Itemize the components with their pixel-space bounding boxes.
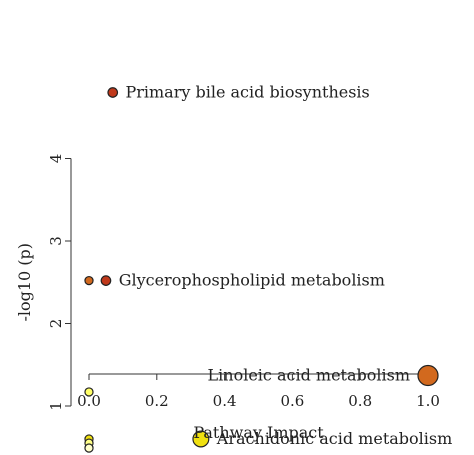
data-point	[100, 275, 112, 286]
y-tick-label: 4	[47, 154, 65, 164]
y-tick-label: 2	[47, 319, 65, 329]
point-label: Glycerophospholipid metabolism	[119, 271, 385, 290]
data-point	[84, 387, 94, 397]
x-tick-label: 0.6	[280, 392, 304, 410]
data-point	[84, 275, 94, 286]
x-axis-title: Pathway Impact	[193, 423, 324, 442]
data-point	[192, 430, 210, 448]
x-tick-label: 1.0	[416, 392, 440, 410]
x-tick-label: 0.8	[348, 392, 372, 410]
y-axis: 1 2 3 4	[47, 154, 72, 411]
x-tick-label: 0.2	[145, 392, 169, 410]
y-tick-label: 3	[47, 236, 65, 246]
x-tick-label: 0.0	[77, 392, 101, 410]
x-tick-label: 0.4	[213, 392, 237, 410]
point-labels: Linoleic acid metabolism Arachidonic acid…	[119, 83, 453, 449]
x-axis: 0.0 0.2 0.4 0.6 0.8 1.0	[77, 373, 440, 410]
data-point	[417, 364, 439, 387]
data-point	[107, 87, 119, 98]
point-label: Arachidonic acid metabolism	[216, 429, 453, 448]
point-label: Primary bile acid biosynthesis	[125, 83, 369, 102]
y-tick-label: 1	[47, 401, 65, 411]
point-label: Linoleic acid metabolism	[208, 365, 410, 384]
data-points	[84, 87, 439, 453]
data-point	[84, 443, 94, 453]
y-axis-title: -log10 (p)	[15, 243, 34, 322]
